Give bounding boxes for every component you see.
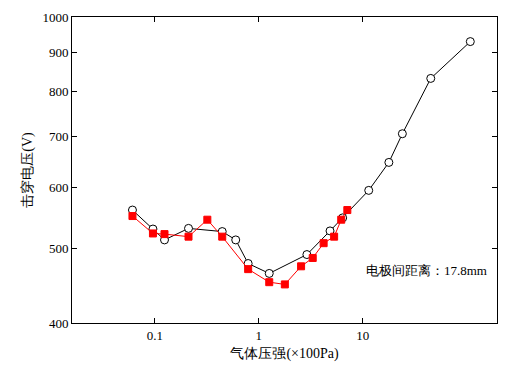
svg-text:600: 600 [49,180,69,195]
svg-text:900: 900 [49,45,69,60]
svg-text:1: 1 [256,328,263,343]
svg-text:10: 10 [356,328,369,343]
svg-text:800: 800 [49,84,69,99]
svg-text:电极间距离：17.8mm: 电极间距离：17.8mm [366,263,487,278]
svg-text:1000: 1000 [42,10,68,25]
svg-text:700: 700 [49,129,69,144]
svg-text:气体压强(×100Pa): 气体压强(×100Pa) [230,346,339,362]
svg-text:400: 400 [49,316,69,331]
svg-text:击穿电压(V): 击穿电压(V) [20,132,36,208]
svg-text:500: 500 [49,241,69,256]
svg-text:0.1: 0.1 [147,328,163,343]
